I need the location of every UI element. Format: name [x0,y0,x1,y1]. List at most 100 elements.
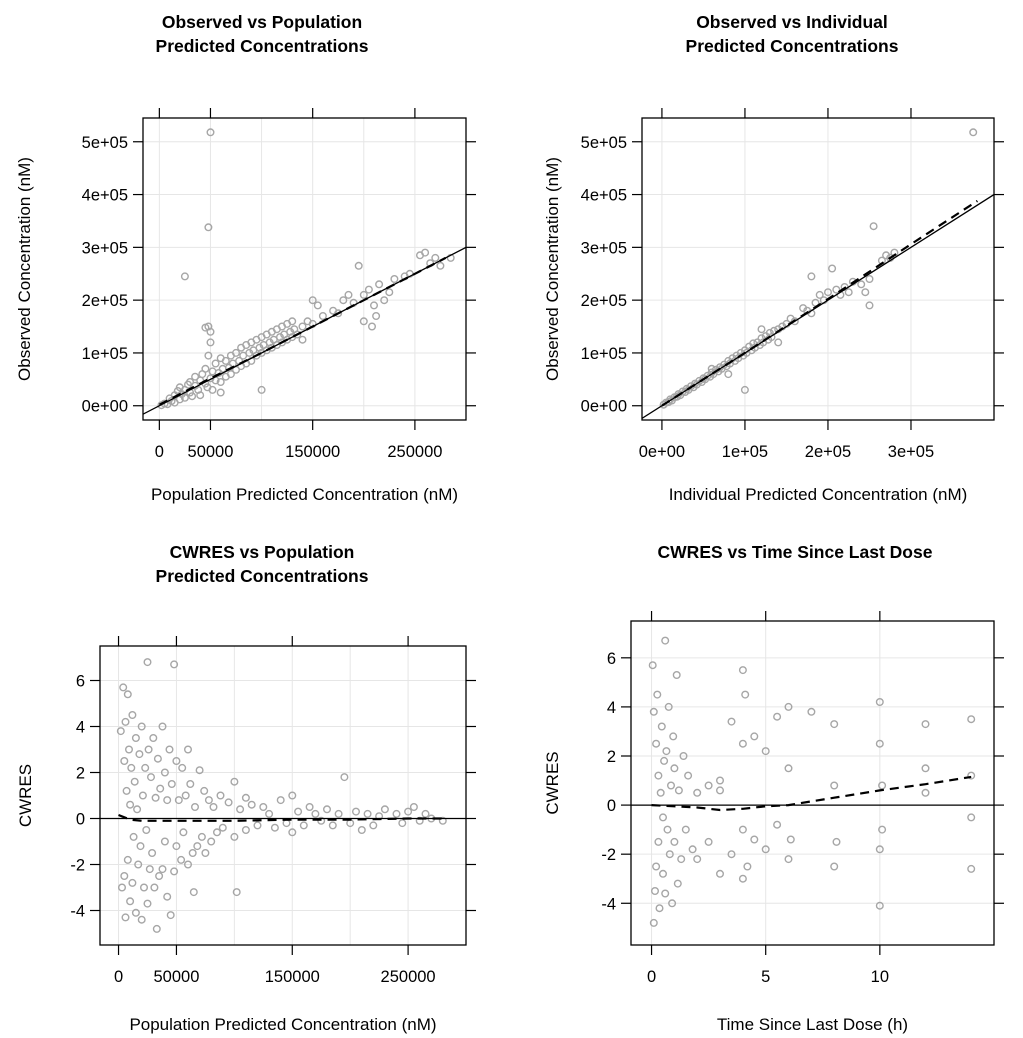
data-point [211,359,220,368]
data-point [216,791,225,800]
data-point [191,372,200,381]
data-point [727,850,736,859]
data-point [122,786,131,795]
data-point [372,312,381,321]
data-point [662,747,671,756]
data-point [201,849,210,858]
data-point [773,712,782,721]
data-point [197,832,206,841]
lines [631,775,994,812]
data-point [204,796,213,805]
data-point [196,391,205,400]
plot-frame [630,620,995,946]
data-point [704,781,713,790]
data-point [875,901,884,910]
data-point [179,828,188,837]
data-point [212,828,221,837]
data-point [137,722,146,731]
data-point [226,370,235,379]
loess-trend-line [651,775,972,812]
y-axis-label: CWRES [16,764,35,827]
data-point [790,317,799,326]
y-axis-label: Observed Concentration (nM) [15,157,34,381]
panel-4: 0 5 10 -4 -2 0 2 4 6 CWRES vs Time Since Last Dos… [543,542,1004,1034]
data-point [673,879,682,888]
data-point [206,338,215,347]
data-point [672,671,681,680]
data-point [857,280,866,289]
data-point [163,796,172,805]
data-points [659,128,978,409]
data-point [204,223,213,232]
data-point [674,786,683,795]
data-point [878,781,887,790]
y-tick-label: 4e+05 [82,187,128,205]
chart-title-line: Predicted Concentrations [156,36,369,56]
x-tick-label: 150000 [285,443,340,461]
data-point [828,264,837,273]
data-point [188,849,197,858]
data-point [707,364,716,373]
data-point [247,800,256,809]
data-point [288,828,297,837]
data-point [670,837,679,846]
y-tick-label: 5e+05 [581,134,627,152]
data-point [865,301,874,310]
data-point [398,819,407,828]
data-point [761,747,770,756]
loess-trend-line [661,199,979,407]
data-point [661,889,670,898]
data-point [142,826,151,835]
y-tick-label: 2 [76,765,85,783]
data-point [375,280,384,289]
data-point [784,702,793,711]
data-point [180,393,189,402]
data-point [178,763,187,772]
y-tick-label: 4e+05 [581,187,627,205]
data-point [370,301,379,310]
data-point [750,732,759,741]
data-point [183,860,192,869]
data-point [654,837,663,846]
data-point [339,296,348,305]
data-point [138,791,147,800]
data-point [323,805,332,814]
data-point [166,911,175,920]
y-tick-label: -4 [70,903,85,921]
data-point [152,924,161,933]
data-point [119,683,128,692]
data-point [209,803,218,812]
data-point [649,918,658,927]
data-point [681,825,690,834]
x-axis-label: Individual Predicted Concentration (nM) [669,485,968,504]
data-point [208,385,217,394]
y-tick-label: 2e+05 [581,292,627,310]
data-point [156,784,165,793]
data-point [257,385,266,394]
x-axis-label: Population Predicted Concentration (nM) [129,1015,436,1034]
data-point [160,837,169,846]
data-point [369,821,378,830]
y-tick-label: -4 [601,895,616,913]
x-axis-label: Time Since Last Dose (h) [717,1015,908,1034]
data-point [869,222,878,231]
data-point [865,275,874,284]
y-tick-label: 2e+05 [82,292,128,310]
data-point [921,720,930,729]
data-point [363,809,372,818]
data-point [648,661,657,670]
data-point [844,288,853,297]
data-point [195,766,204,775]
data-point [126,800,135,809]
y-tick-label: 6 [607,650,616,668]
data-point [181,791,190,800]
x-tick-label: 0 [114,968,123,986]
data-point [193,842,202,851]
data-point [786,835,795,844]
data-point [201,364,210,373]
data-point [654,771,663,780]
data-point [317,816,326,825]
data-point [136,842,145,851]
data-point [357,826,366,835]
